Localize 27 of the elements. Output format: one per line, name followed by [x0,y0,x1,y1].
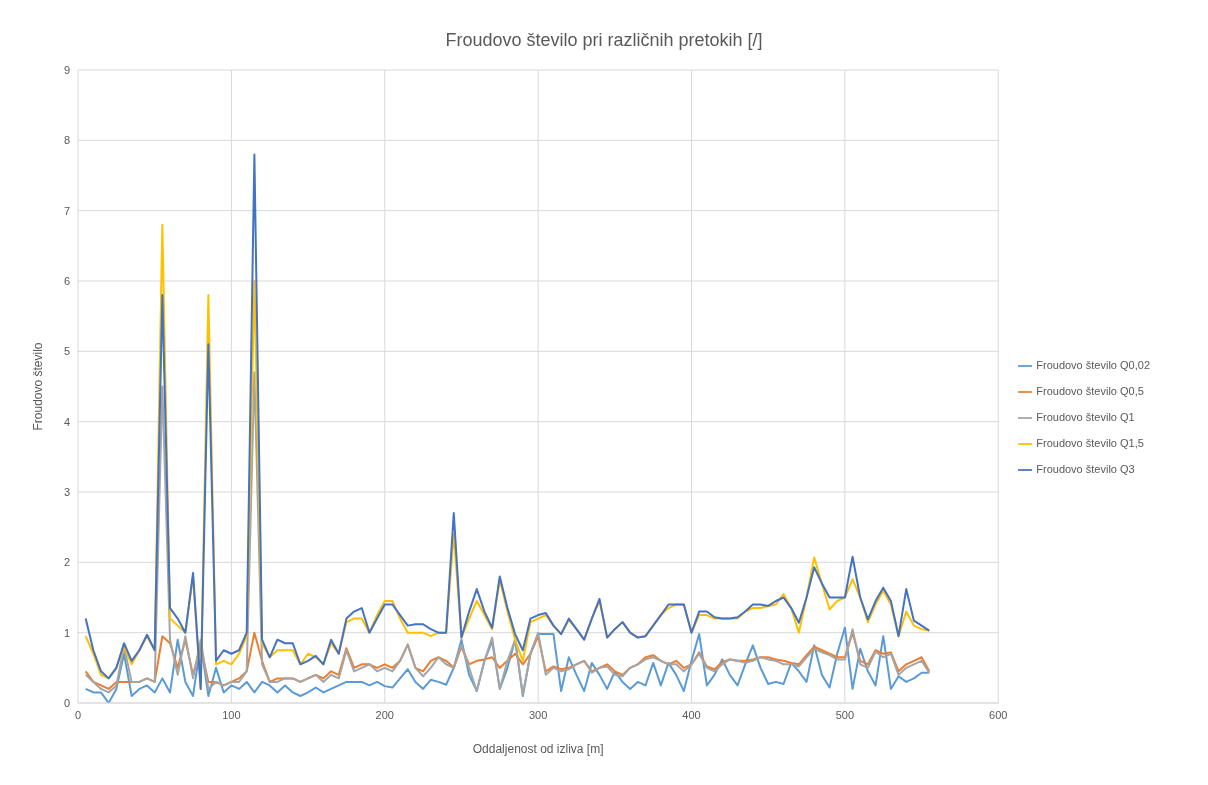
y-tick-label: 2 [63,556,70,569]
x-tick-label: 600 [989,708,1008,721]
x-axis-title: Oddaljenost od izliva [m] [472,742,604,756]
legend-label: Froudovo število Q1 [1036,410,1135,423]
y-tick-label: 8 [63,134,70,147]
y-tick-label: 0 [63,696,70,709]
legend-label: Froudovo število Q0,5 [1036,384,1144,397]
legend-label: Froudovo število Q1,5 [1036,436,1144,449]
y-tick-label: 4 [63,415,70,428]
x-tick-label: 400 [682,708,701,721]
y-tick-label: 3 [63,485,70,498]
x-tick-label: 0 [74,708,82,721]
y-tick-label: 5 [63,345,70,358]
legend-label: Froudovo število Q0,02 [1036,358,1150,371]
x-tick-label: 300 [528,708,548,721]
x-tick-label: 500 [835,708,855,721]
y-axis-title: Froudovo število [31,342,46,431]
y-tick-label: 6 [63,274,70,287]
chart-title: Froudovo število pri različnih pretokih [/] [444,29,764,52]
line-series [84,371,931,696]
x-tick-label: 200 [375,708,394,721]
y-tick-label: 7 [63,204,70,217]
x-tick-label: 100 [222,708,241,721]
y-tick-label: 9 [63,63,70,76]
legend-label: Froudovo število Q3 [1036,462,1135,475]
y-tick-label: 1 [63,626,70,639]
line-series [84,626,931,703]
